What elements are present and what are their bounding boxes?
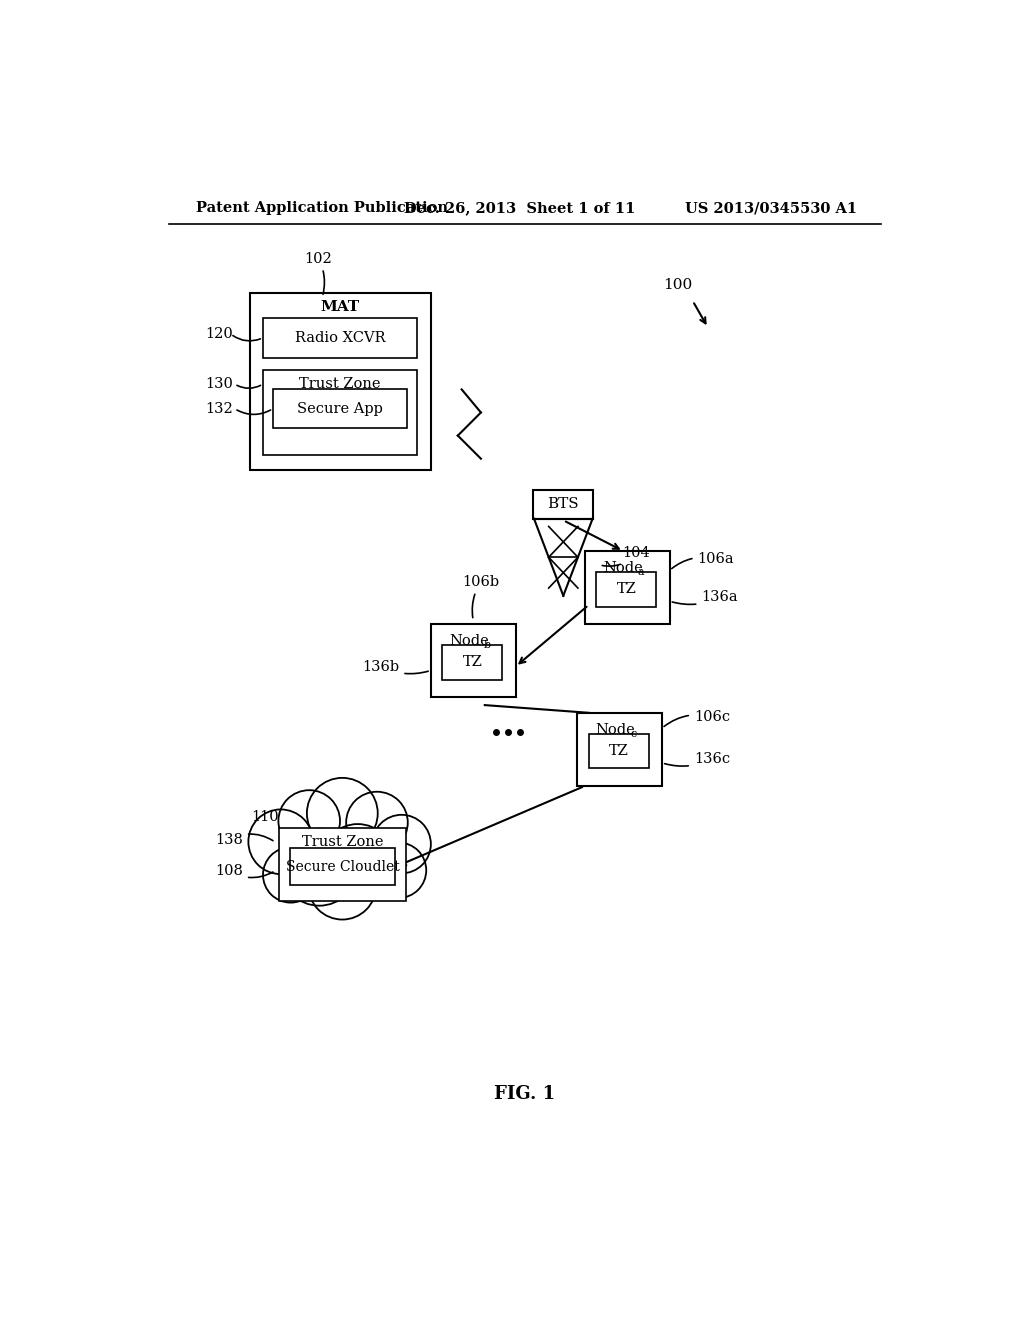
Text: Radio XCVR: Radio XCVR (295, 331, 385, 345)
Text: TZ: TZ (609, 744, 629, 758)
Text: 102: 102 (304, 252, 333, 294)
Text: 132: 132 (205, 401, 233, 416)
Text: TZ: TZ (616, 582, 636, 597)
Text: 138: 138 (215, 833, 273, 847)
Bar (534, 490, 593, 519)
Bar (290, 849, 395, 886)
Bar (589, 734, 649, 768)
Bar (263, 370, 417, 455)
Circle shape (307, 777, 378, 849)
Text: US 2013/0345530 A1: US 2013/0345530 A1 (685, 202, 857, 215)
Text: 104: 104 (602, 546, 649, 566)
Text: 106b: 106b (463, 576, 500, 618)
Text: a: a (638, 566, 644, 577)
Text: BTS: BTS (548, 498, 580, 511)
Bar (280, 829, 407, 902)
Text: Secure Cloudlet: Secure Cloudlet (286, 859, 399, 874)
Bar (578, 713, 662, 785)
Circle shape (321, 824, 394, 898)
Text: FIG. 1: FIG. 1 (495, 1085, 555, 1104)
Text: 136a: 136a (672, 590, 738, 605)
Circle shape (371, 842, 426, 898)
Bar (442, 645, 503, 680)
Text: 106c: 106c (664, 710, 730, 726)
Circle shape (308, 851, 376, 920)
Text: 106a: 106a (672, 552, 734, 569)
Text: 100: 100 (663, 279, 692, 293)
Circle shape (373, 814, 431, 874)
Text: 136b: 136b (362, 660, 428, 673)
Bar (273, 389, 407, 428)
Circle shape (263, 847, 318, 903)
Text: Trust Zone: Trust Zone (299, 378, 381, 391)
Bar (585, 552, 670, 624)
Text: Patent Application Publication: Patent Application Publication (196, 202, 449, 215)
Bar (263, 318, 417, 358)
Text: c: c (630, 729, 637, 739)
Text: 108: 108 (215, 863, 273, 878)
Circle shape (279, 791, 340, 851)
Text: Node: Node (603, 561, 643, 576)
Bar (431, 624, 515, 697)
Circle shape (249, 809, 313, 874)
Text: Node: Node (450, 634, 489, 648)
Text: Node: Node (596, 723, 636, 737)
Text: 120: 120 (205, 327, 233, 341)
Text: Dec. 26, 2013  Sheet 1 of 11: Dec. 26, 2013 Sheet 1 of 11 (403, 202, 635, 215)
Text: 130: 130 (205, 378, 233, 391)
Text: 110: 110 (252, 809, 280, 824)
Text: Trust Zone: Trust Zone (302, 836, 383, 849)
Text: MAT: MAT (321, 300, 360, 314)
Bar (596, 572, 656, 607)
Text: Secure App: Secure App (297, 401, 383, 416)
Text: 136c: 136c (665, 752, 730, 766)
Bar (250, 293, 431, 470)
Text: b: b (483, 640, 490, 649)
Text: TZ: TZ (463, 655, 482, 669)
Circle shape (281, 829, 357, 906)
Circle shape (346, 792, 408, 853)
